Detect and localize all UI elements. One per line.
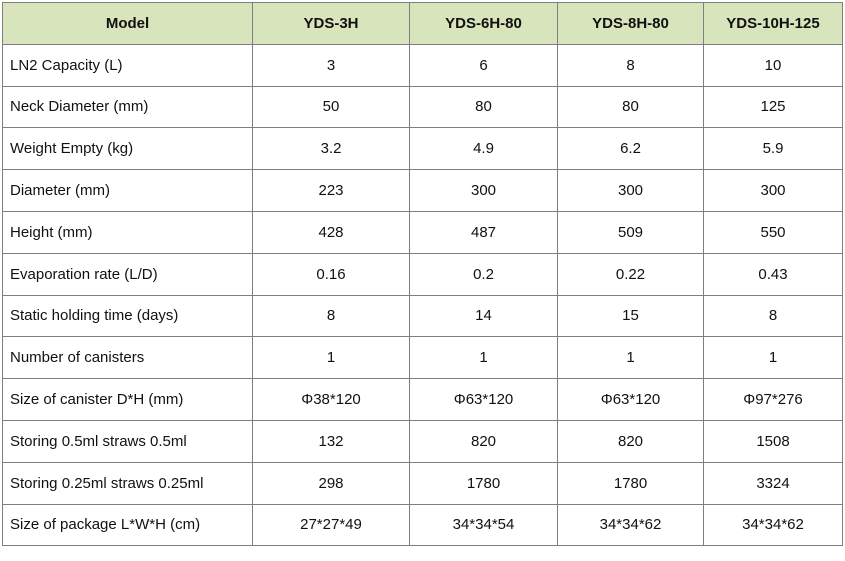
cell: 80 [409,85,558,129]
cell: 8 [557,43,704,87]
table-body: LN2 Capacity (L) 3 6 8 10 Neck Diameter (mm) 5… [2,43,843,547]
cell: 34*34*62 [703,503,843,547]
table-row: Height (mm) 428 487 509 550 [2,210,843,254]
cell: 34*34*54 [409,503,558,547]
row-label: Static holding time (days) [2,294,253,338]
table-row: Neck Diameter (mm) 50 80 80 125 [2,85,843,129]
cell: 6 [409,43,558,87]
cell: 0.22 [557,252,704,296]
cell: 15 [557,294,704,338]
row-label: Neck Diameter (mm) [2,85,253,129]
row-label: Storing 0.25ml straws 0.25ml [2,461,253,505]
cell: 3 [252,43,410,87]
header-cell: YDS-8H-80 [557,2,704,45]
cell: 1 [409,336,558,380]
row-label: Size of canister D*H (mm) [2,378,253,421]
header-cell: YDS-3H [252,2,410,45]
cell: 6.2 [557,127,704,171]
header-cell: YDS-10H-125 [703,2,843,45]
cell: 300 [557,169,704,212]
table-row: Size of canister D*H (mm) Φ38*120 Φ63*120 Φ… [2,378,843,421]
cell: 509 [557,210,704,254]
header-row: Model YDS-3H YDS-6H-80 YDS-8H-80 YDS-10H-125 [2,2,843,45]
cell: 80 [557,85,704,129]
cell: 27*27*49 [252,503,410,547]
cell: 3.2 [252,127,410,171]
table-row: Static holding time (days) 8 14 15 8 [2,294,843,338]
row-label: Storing 0.5ml straws 0.5ml [2,419,253,463]
row-label: Diameter (mm) [2,169,253,212]
spec-table: Model YDS-3H YDS-6H-80 YDS-8H-80 YDS-10H-125… [2,2,843,547]
table-row: Storing 0.5ml straws 0.5ml 132 820 820 1508 [2,419,843,463]
cell: 820 [557,419,704,463]
cell: 10 [703,43,843,87]
cell: 5.9 [703,127,843,171]
cell: 8 [252,294,410,338]
cell: 1 [557,336,704,380]
cell: Φ63*120 [557,378,704,421]
row-label: Number of canisters [2,336,253,380]
table-row: Diameter (mm) 223 300 300 300 [2,169,843,212]
cell: 1 [703,336,843,380]
cell: 132 [252,419,410,463]
row-label: LN2 Capacity (L) [2,43,253,87]
cell: 34*34*62 [557,503,704,547]
cell: 3324 [703,461,843,505]
cell: 300 [703,169,843,212]
table-row: Size of package L*W*H (cm) 27*27*49 34*34*… [2,503,843,547]
row-label: Height (mm) [2,210,253,254]
cell: 125 [703,85,843,129]
table-row: Number of canisters 1 1 1 1 [2,336,843,380]
cell: 298 [252,461,410,505]
header-cell: Model [2,2,253,45]
cell: 428 [252,210,410,254]
cell: 300 [409,169,558,212]
table-row: Weight Empty (kg) 3.2 4.9 6.2 5.9 [2,127,843,171]
cell: Φ97*276 [703,378,843,421]
cell: 8 [703,294,843,338]
row-label: Weight Empty (kg) [2,127,253,171]
cell: 1780 [557,461,704,505]
row-label: Evaporation rate (L/D) [2,252,253,296]
cell: 50 [252,85,410,129]
cell: 14 [409,294,558,338]
cell: Φ38*120 [252,378,410,421]
table-row: LN2 Capacity (L) 3 6 8 10 [2,43,843,87]
cell: 550 [703,210,843,254]
cell: 0.43 [703,252,843,296]
cell: Φ63*120 [409,378,558,421]
cell: 0.2 [409,252,558,296]
cell: 820 [409,419,558,463]
cell: 4.9 [409,127,558,171]
cell: 1780 [409,461,558,505]
table-row: Storing 0.25ml straws 0.25ml 298 1780 1780 3… [2,461,843,505]
row-label: Size of package L*W*H (cm) [2,503,253,547]
cell: 1 [252,336,410,380]
cell: 0.16 [252,252,410,296]
cell: 487 [409,210,558,254]
table-row: Evaporation rate (L/D) 0.16 0.2 0.22 0.43 [2,252,843,296]
cell: 1508 [703,419,843,463]
cell: 223 [252,169,410,212]
header-cell: YDS-6H-80 [409,2,558,45]
